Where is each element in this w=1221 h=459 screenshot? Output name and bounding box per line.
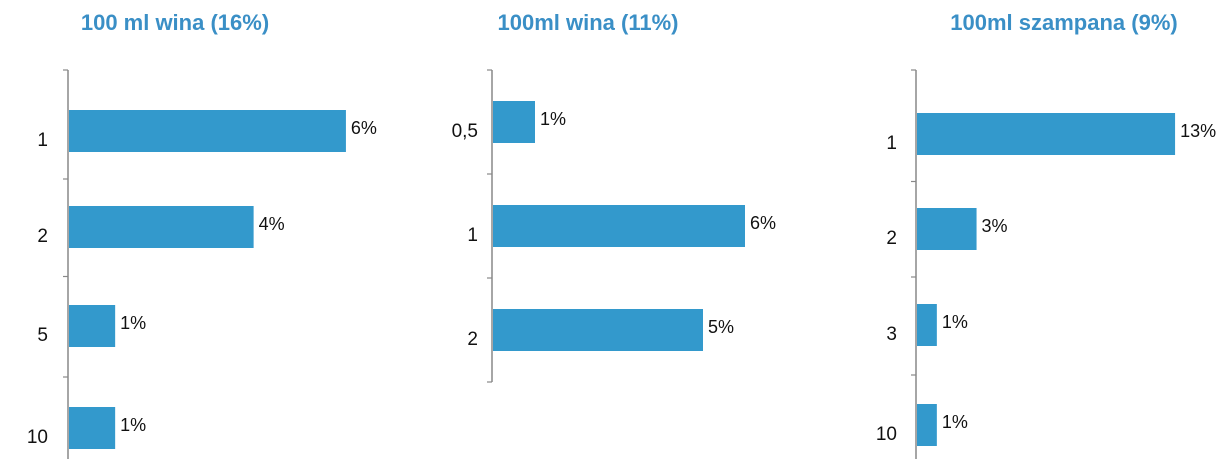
bar-value-label: 1% (942, 412, 968, 432)
bar-value-label: 5% (708, 317, 734, 337)
bar (493, 101, 535, 143)
bar-value-label: 1% (942, 312, 968, 332)
chart-wine-16: 100 ml wina (16%) 1 6% 2 4% 5 1% 10 1% (27, 10, 377, 459)
category-tick-label: 1 (37, 130, 48, 151)
category-tick-label: 10 (876, 424, 897, 445)
chart-title: 100ml szampana (9%) (950, 10, 1177, 35)
bar (917, 208, 977, 250)
category-tick-label: 1 (886, 133, 897, 154)
bar-value-label: 1% (540, 109, 566, 129)
chart-title: 100ml wina (11%) (498, 10, 679, 35)
bar (917, 404, 937, 446)
bar-value-label: 13% (1180, 121, 1216, 141)
bar (917, 113, 1176, 155)
chart-champagne-9: 100ml szampana (9%) 1 13% 2 3% 3 1% 10 1% (876, 10, 1216, 459)
bar (493, 309, 703, 351)
category-tick-label: 0,5 (452, 121, 478, 142)
bar-value-label: 6% (351, 118, 377, 138)
bar-value-label: 1% (120, 415, 146, 435)
bar (493, 205, 745, 247)
category-tick-label: 2 (886, 228, 897, 249)
chart-wine-11: 100ml wina (11%) 0,5 1% 1 6% 2 5% (452, 10, 776, 383)
bar-value-label: 1% (120, 313, 146, 333)
bar (69, 407, 116, 449)
category-tick-label: 5 (37, 325, 48, 346)
category-tick-label: 1 (467, 225, 478, 246)
chart-title: 100 ml wina (16%) (81, 10, 269, 35)
category-tick-label: 2 (467, 329, 478, 350)
bar-value-label: 4% (259, 214, 285, 234)
category-tick-label: 2 (37, 226, 48, 247)
bar (69, 305, 116, 347)
category-tick-label: 3 (886, 324, 897, 345)
bar (69, 110, 346, 152)
bar-value-label: 3% (982, 216, 1008, 236)
bar-value-label: 6% (750, 213, 776, 233)
bar (917, 304, 937, 346)
bar (69, 206, 254, 248)
category-tick-label: 10 (27, 427, 48, 448)
